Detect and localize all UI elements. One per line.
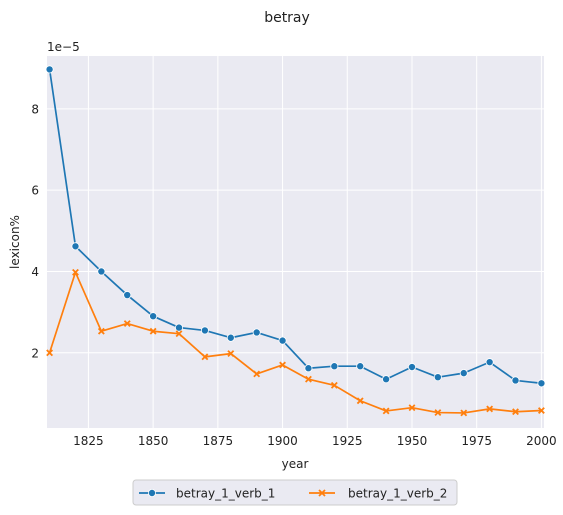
x-tick-label: 1925 <box>332 434 363 448</box>
data-point-series-2 <box>330 381 338 389</box>
data-point-series-2 <box>123 320 131 327</box>
y-axis-label: lexicon% <box>8 215 22 269</box>
data-point-series-1 <box>304 364 313 373</box>
data-point-series-1 <box>226 333 235 342</box>
y-tick-label: 8 <box>31 102 39 116</box>
x-tick-label: 1950 <box>397 434 428 448</box>
y-tick-label: 4 <box>31 265 39 279</box>
data-point-series-1 <box>511 376 520 385</box>
data-point-series-1 <box>485 358 494 367</box>
legend-box <box>132 479 458 506</box>
data-point-series-2 <box>201 353 209 361</box>
data-point-series-1 <box>433 373 442 382</box>
x-tick-label: 1875 <box>203 434 234 448</box>
data-point-series-1 <box>149 312 158 321</box>
data-point-series-2 <box>46 349 54 357</box>
data-point-series-2 <box>537 407 545 414</box>
legend-label-series-2: betray_1_verb_2 <box>348 487 447 501</box>
y-tick-label: 2 <box>31 346 39 360</box>
y-tick-labels: 2 4 6 8 <box>31 102 39 360</box>
y-tick-label: 6 <box>31 184 39 198</box>
data-point-series-2 <box>227 350 235 358</box>
data-point-series-1 <box>278 336 287 345</box>
data-point-series-1 <box>537 379 546 388</box>
data-point-series-2 <box>460 409 468 417</box>
chart-title: betray <box>264 10 310 26</box>
data-point-series-1 <box>407 363 416 372</box>
x-tick-label: 1975 <box>461 434 492 448</box>
data-point-series-2 <box>72 268 79 276</box>
x-tick-labels: 1825 1850 1875 1900 1925 1950 1975 2000 <box>73 434 557 448</box>
legend-label-series-1: betray_1_verb_1 <box>176 487 275 501</box>
series-layer <box>45 65 546 417</box>
data-point-series-2 <box>512 408 519 416</box>
data-point-series-1 <box>356 362 365 371</box>
data-point-series-1 <box>459 369 468 378</box>
data-point-series-1 <box>45 65 54 74</box>
data-point-series-2 <box>175 330 183 338</box>
data-point-series-1 <box>97 267 106 276</box>
plot-area <box>47 56 544 428</box>
data-point-series-1 <box>123 291 132 300</box>
data-point-series-1 <box>200 326 209 335</box>
series-line-1 <box>48 69 542 385</box>
legend-marker-series-1 <box>147 488 156 497</box>
x-tick-label: 2000 <box>526 434 557 448</box>
data-point-series-1 <box>71 242 80 251</box>
data-point-series-1 <box>330 362 339 371</box>
data-point-series-1 <box>175 323 184 332</box>
data-point-series-1 <box>252 328 261 337</box>
data-point-series-2 <box>149 327 157 335</box>
legend: betray_1_verb_1 betray_1_verb_2 <box>132 479 458 506</box>
x-axis-label: year <box>282 457 309 471</box>
data-point-series-1 <box>382 375 391 384</box>
data-point-series-2 <box>356 397 364 405</box>
x-tick-label: 1825 <box>73 434 104 448</box>
series-line-2 <box>48 271 542 414</box>
x-tick-label: 1850 <box>138 434 169 448</box>
legend-marker-series-2 <box>318 489 326 497</box>
y-scale-offset: 1e−5 <box>47 40 80 54</box>
data-point-series-2 <box>382 407 390 415</box>
data-point-series-2 <box>408 404 416 412</box>
data-point-series-2 <box>253 370 261 378</box>
data-point-series-2 <box>305 375 312 383</box>
grid-lines <box>47 56 544 428</box>
data-point-series-2 <box>97 327 105 335</box>
x-tick-label: 1900 <box>267 434 298 448</box>
data-point-series-2 <box>486 405 494 413</box>
data-point-series-2 <box>434 409 442 416</box>
data-point-series-2 <box>279 361 286 369</box>
